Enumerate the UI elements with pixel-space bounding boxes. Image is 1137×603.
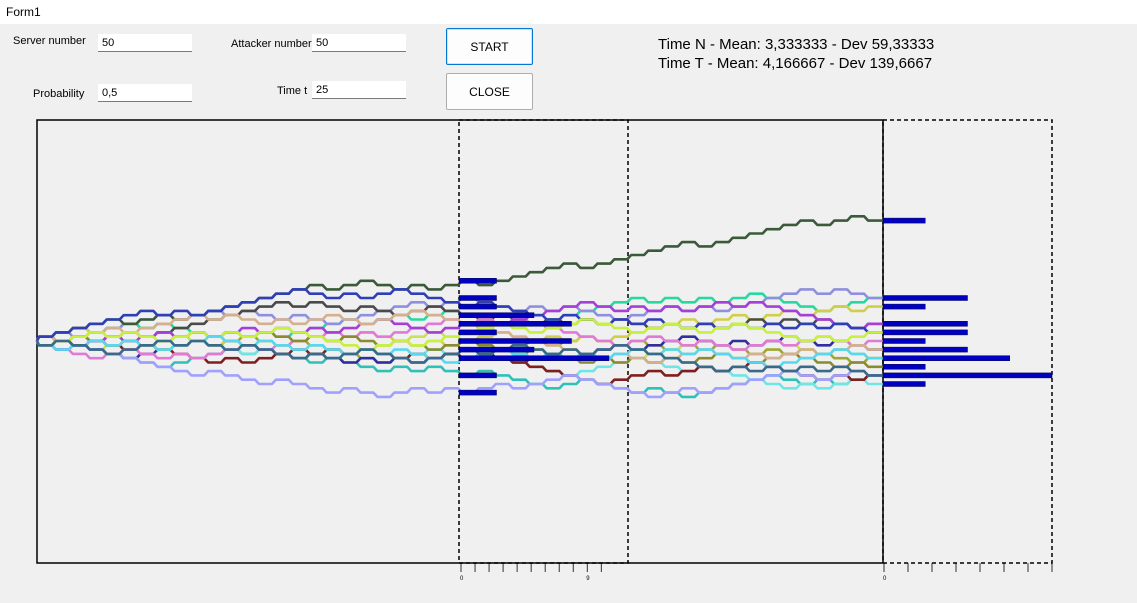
time-t-stats: Time T - Mean: 4,166667 - Dev 139,6667 — [658, 55, 933, 72]
histogram-tick-label: 0 — [460, 576, 464, 582]
histogram-bar — [458, 295, 497, 301]
close-button[interactable]: CLOSE — [446, 73, 533, 110]
attacker-number-label: Attacker number — [231, 38, 312, 50]
histogram-bar — [882, 346, 968, 353]
probability-label: Probability — [33, 88, 85, 100]
server-number-input[interactable] — [98, 34, 192, 52]
window-titlebar: Form1 — [0, 0, 1137, 24]
histogram-bar — [458, 389, 497, 396]
histogram-bar — [882, 329, 968, 336]
window-title: Form1 — [6, 5, 41, 19]
histogram-bar — [458, 372, 497, 379]
histogram-bar — [458, 312, 535, 318]
start-button[interactable]: START — [446, 28, 533, 65]
histogram-bar — [458, 278, 497, 284]
histogram-bar — [882, 303, 926, 310]
histogram-bar — [882, 372, 1053, 379]
histogram-bar — [882, 364, 926, 370]
time-t-input[interactable] — [312, 81, 406, 99]
histogram-bar — [458, 338, 572, 344]
histogram-bar — [458, 321, 572, 327]
histogram-tick-label: 9 — [586, 576, 590, 582]
attacker-number-input[interactable] — [312, 34, 406, 52]
probability-input[interactable] — [98, 84, 192, 102]
time-t-label: Time t — [277, 85, 308, 97]
histogram-bar — [882, 321, 968, 327]
histogram-bar — [882, 295, 968, 301]
histogram-bar — [458, 303, 497, 310]
server-number-label: Server number — [13, 35, 86, 47]
histogram-bar — [882, 338, 926, 344]
histogram-bar — [882, 381, 926, 387]
histogram-bar — [882, 217, 926, 224]
histogram-bar — [458, 329, 497, 336]
time-n-stats: Time N - Mean: 3,333333 - Dev 59,33333 — [658, 36, 935, 53]
histogram-bar — [458, 346, 535, 353]
histogram-tick-label: 0 — [883, 576, 887, 582]
histogram-bar — [882, 355, 1010, 361]
histogram-bar — [458, 355, 610, 361]
